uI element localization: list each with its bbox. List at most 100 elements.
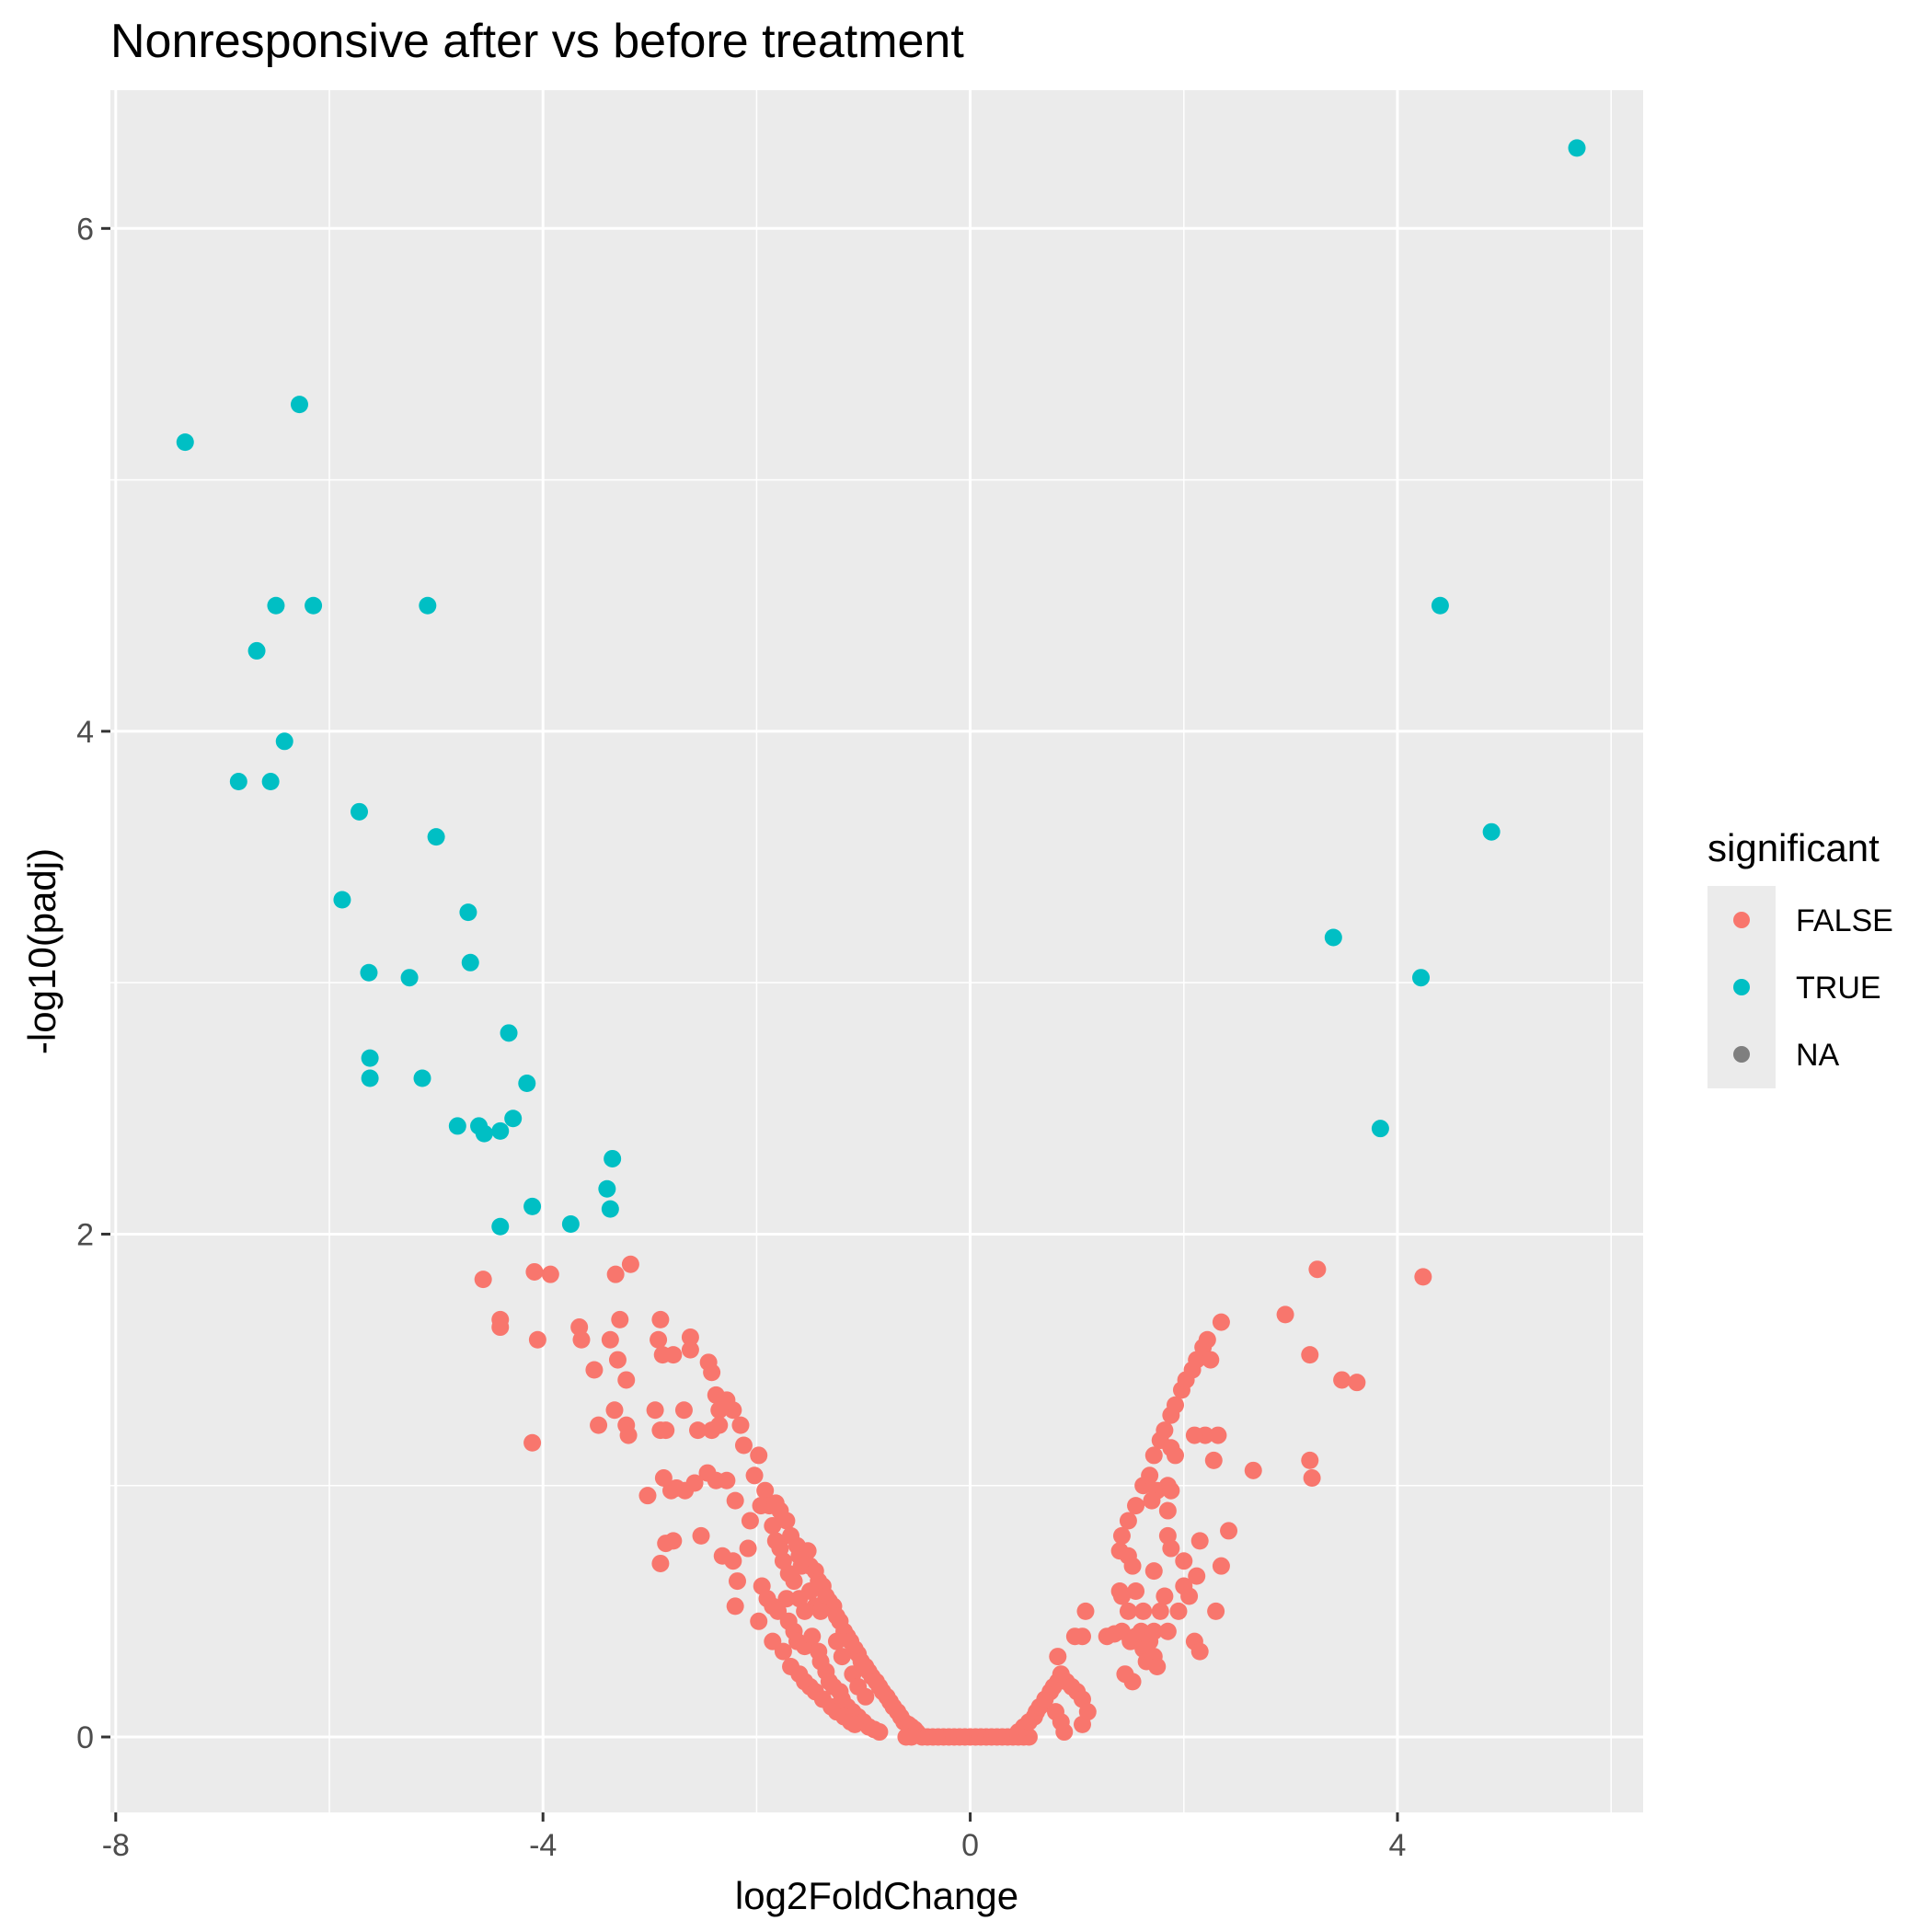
data-point-false [741, 1512, 759, 1530]
data-point-true [1568, 139, 1586, 157]
data-point-false [1166, 1396, 1184, 1414]
data-point-false [491, 1318, 510, 1337]
x-tick-label: 4 [1389, 1828, 1407, 1863]
x-tick-label: -8 [102, 1828, 130, 1863]
data-point-true [361, 1069, 379, 1087]
data-point-false [664, 1532, 683, 1550]
data-point-true [1412, 969, 1431, 987]
data-point-true [1482, 822, 1501, 841]
data-point-true [247, 641, 266, 660]
data-point-true [176, 433, 194, 452]
data-point-false [1119, 1602, 1137, 1620]
data-point-true [461, 953, 479, 972]
data-point-true [351, 802, 369, 821]
data-point-true [500, 1024, 518, 1042]
data-point-false [1220, 1522, 1238, 1540]
data-point-true [448, 1117, 466, 1135]
data-point-false [827, 1632, 845, 1650]
data-point-false [1156, 1587, 1174, 1605]
chart-title: Nonresponsive after vs before treatment [110, 15, 964, 68]
major-gridlines [110, 90, 1643, 1812]
data-point-false [1204, 1451, 1223, 1469]
data-point-true [275, 732, 293, 751]
data-point-true [229, 773, 247, 791]
data-point-false [1158, 1622, 1177, 1640]
data-point-false [1116, 1665, 1134, 1684]
legend-title: significant [1708, 826, 1880, 869]
y-tick-label: 4 [76, 715, 94, 750]
x-tick-label: -4 [529, 1828, 557, 1863]
data-point-false [1112, 1587, 1131, 1605]
data-point-false [1202, 1351, 1220, 1369]
data-point-false [833, 1648, 851, 1666]
data-point-false [774, 1642, 792, 1661]
data-point-true [601, 1200, 619, 1218]
data-point-true [518, 1074, 536, 1092]
data-point-false [1162, 1539, 1180, 1558]
data-point-true [1371, 1120, 1389, 1138]
data-point-false [1169, 1602, 1188, 1620]
data-point-false [845, 1715, 864, 1733]
data-point-false [1151, 1602, 1169, 1620]
data-point-false [1144, 1562, 1163, 1581]
series-true-points [176, 139, 1586, 1236]
data-point-false [651, 1310, 670, 1328]
data-point-false [474, 1271, 492, 1289]
data-point-false [799, 1542, 817, 1560]
legend-label-na: NA [1796, 1038, 1840, 1073]
data-point-false [1301, 1346, 1319, 1364]
data-point-false [685, 1474, 704, 1492]
data-point-false [1212, 1313, 1230, 1331]
data-point-false [724, 1552, 742, 1570]
data-point-true [504, 1110, 523, 1128]
data-point-false [1141, 1466, 1159, 1485]
data-point-false [638, 1487, 657, 1505]
x-axis: -8 -4 0 4 [102, 1812, 1407, 1863]
data-point-false [1190, 1642, 1209, 1661]
data-point-false [606, 1265, 625, 1283]
data-point-false [1175, 1552, 1193, 1570]
data-point-false [870, 1723, 889, 1742]
data-point-false [726, 1491, 744, 1510]
data-point-false [1162, 1481, 1180, 1500]
y-tick-label: 0 [76, 1720, 94, 1755]
data-point-false [1188, 1567, 1206, 1585]
data-point-false [674, 1401, 693, 1420]
data-point-false [1348, 1374, 1366, 1392]
legend-key-true [1733, 979, 1750, 995]
data-point-false [1209, 1426, 1227, 1444]
data-point-false [651, 1554, 670, 1572]
data-point-false [739, 1539, 757, 1558]
data-point-false [1166, 1446, 1184, 1465]
data-point-true [305, 596, 323, 615]
minor-gridlines [110, 90, 1643, 1812]
y-axis-title: -log10(padj) [20, 848, 63, 1054]
data-point-false [601, 1330, 619, 1349]
data-point-false [1055, 1723, 1074, 1742]
data-point-false [766, 1532, 785, 1550]
data-point-false [646, 1401, 664, 1420]
data-point-true [413, 1069, 431, 1087]
data-point-true [261, 773, 280, 791]
data-point-false [1158, 1501, 1177, 1520]
data-point-false [1076, 1602, 1095, 1620]
data-point-false [1175, 1577, 1193, 1595]
data-point-false [525, 1262, 544, 1281]
data-point-false [1333, 1371, 1351, 1389]
data-point-false [605, 1401, 624, 1420]
data-point-true [491, 1121, 510, 1140]
data-point-false [1127, 1497, 1145, 1515]
data-point-true [604, 1149, 622, 1167]
data-point-false [703, 1421, 721, 1440]
data-point-true [1324, 928, 1342, 947]
data-point-false [1112, 1526, 1131, 1545]
legend-label-false: FALSE [1796, 903, 1893, 938]
data-point-true [333, 891, 351, 909]
data-point-false [541, 1265, 559, 1283]
data-point-true [1431, 596, 1449, 615]
data-point-false [1073, 1627, 1091, 1646]
data-point-false [724, 1401, 742, 1420]
data-point-false [664, 1346, 683, 1364]
data-point-false [1144, 1622, 1163, 1640]
data-point-false [689, 1421, 707, 1440]
